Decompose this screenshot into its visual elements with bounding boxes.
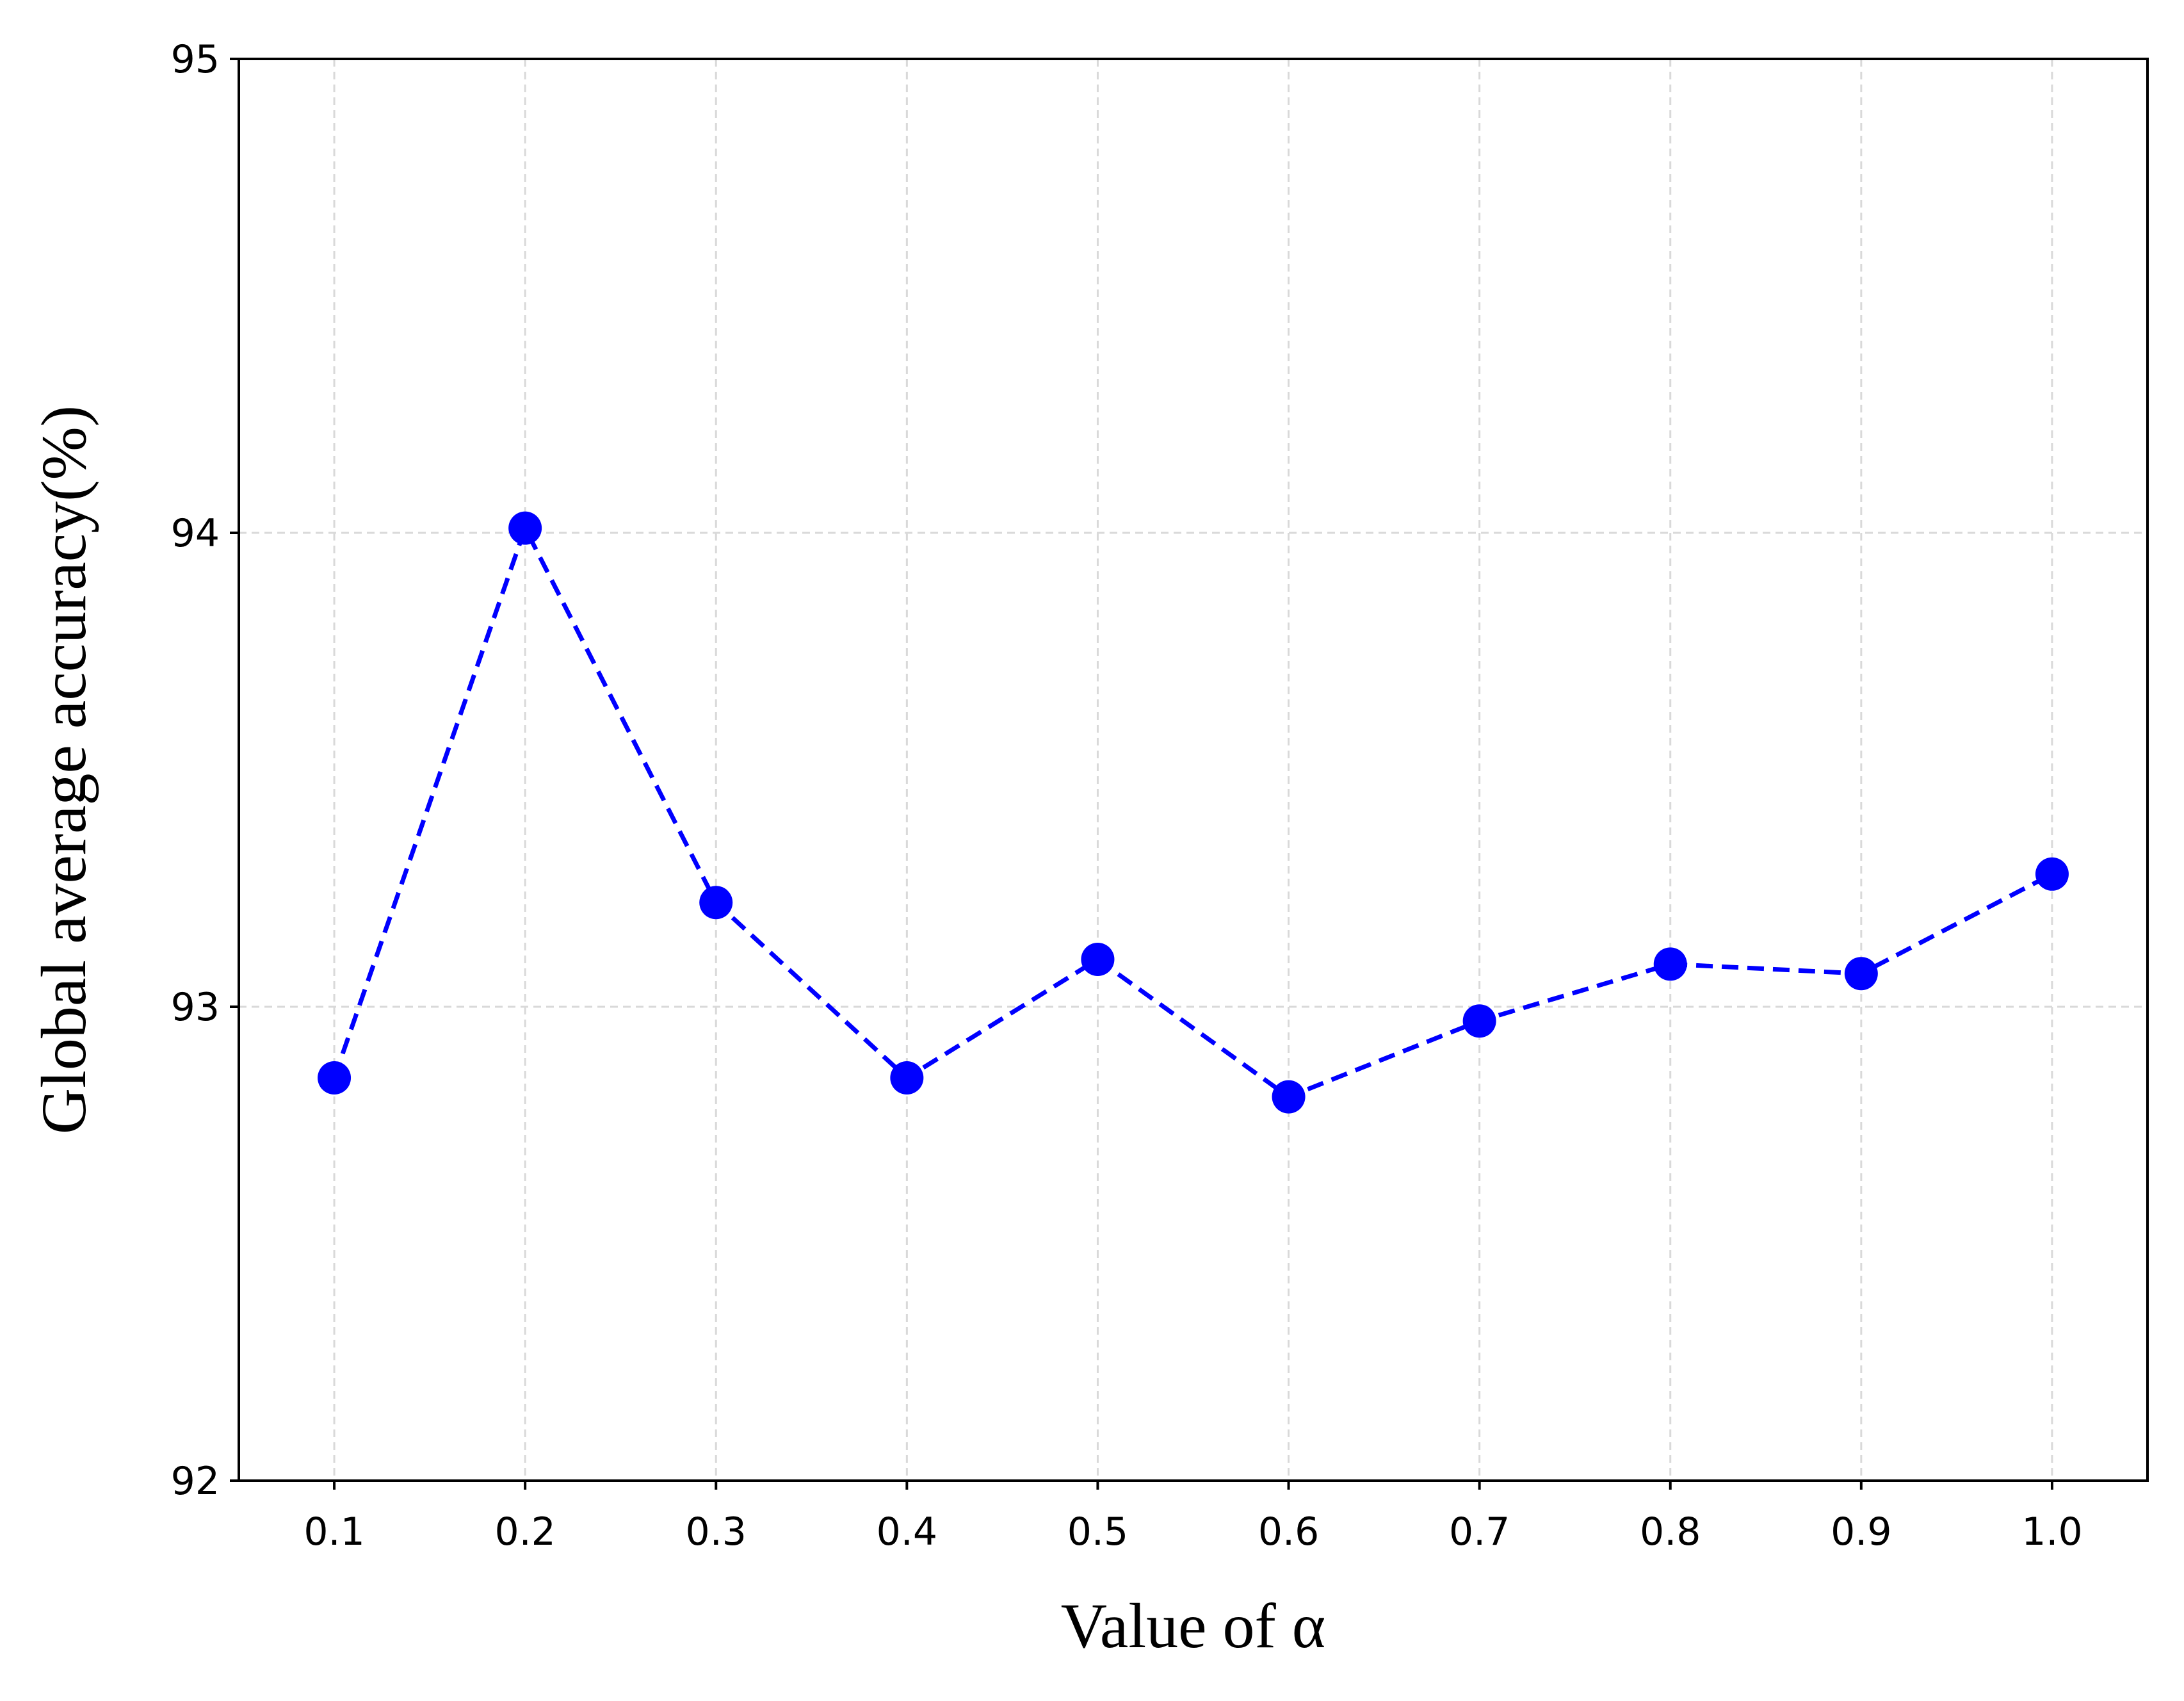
x-tick-label: 0.9 bbox=[1831, 1510, 1891, 1554]
series-layer bbox=[318, 511, 2069, 1114]
x-tick-label: 0.1 bbox=[303, 1510, 364, 1554]
data-point bbox=[2035, 857, 2069, 891]
x-tick-label: 0.2 bbox=[494, 1510, 555, 1554]
data-point bbox=[1081, 943, 1115, 976]
x-tick-label: 0.7 bbox=[1449, 1510, 1510, 1554]
data-point bbox=[1272, 1080, 1306, 1114]
x-tick-label: 0.3 bbox=[686, 1510, 747, 1554]
x-tick-label: 0.5 bbox=[1067, 1510, 1128, 1554]
data-point bbox=[1844, 957, 1878, 991]
data-point bbox=[508, 511, 542, 545]
data-point bbox=[699, 886, 733, 920]
x-tick-label: 0.8 bbox=[1640, 1510, 1701, 1554]
axis-ticks: 0.1 0.2 0.3 0.4 0.5 0.6 0.7 0.8 0.9 1.0 92 93 94 95 bbox=[171, 37, 2083, 1554]
x-tick-label: 1.0 bbox=[2021, 1510, 2082, 1554]
y-tick-label: 93 bbox=[171, 985, 220, 1030]
x-tick-label: 0.4 bbox=[877, 1510, 937, 1554]
x-tick-label: 0.6 bbox=[1258, 1510, 1319, 1554]
y-axis-title: Global average accuracy(%) bbox=[28, 405, 99, 1134]
data-point bbox=[890, 1061, 924, 1095]
data-point bbox=[1653, 947, 1687, 981]
y-tick-label: 94 bbox=[171, 511, 220, 556]
series-line bbox=[332, 522, 2053, 1100]
plot-frame bbox=[238, 58, 2149, 1482]
data-point bbox=[1462, 1004, 1496, 1038]
y-tick-label: 92 bbox=[171, 1459, 220, 1504]
grid bbox=[239, 59, 2148, 1481]
data-point bbox=[318, 1061, 352, 1095]
y-tick-label: 95 bbox=[171, 37, 220, 82]
x-axis-title: Value of α bbox=[1061, 1590, 1325, 1661]
